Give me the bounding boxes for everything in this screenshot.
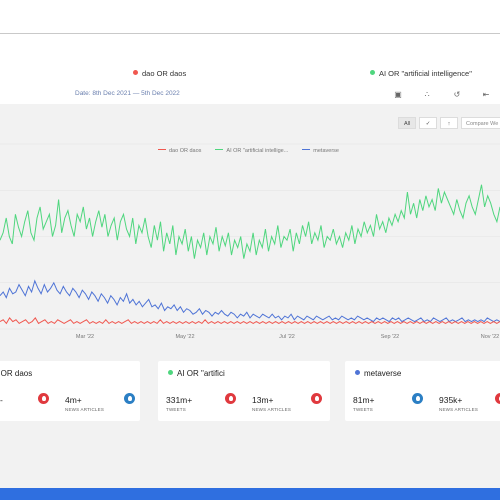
legend-ai-label: AI OR "artificial intellige... (226, 148, 289, 154)
x-tick-label: May '22 (175, 334, 194, 340)
legend-item-ai[interactable]: AI OR "artificial intellige... (215, 148, 288, 154)
chart-legend: dao OR daos AI OR "artificial intellige.… (158, 148, 339, 154)
legend-dao-label: dao OR daos (169, 148, 202, 154)
card-dao-title-text: o OR daos (0, 369, 33, 378)
term-dao-label: dao OR daos (142, 69, 187, 78)
card-metaverse[interactable]: metaverse 81m+ TWEETS 935k+ NEWS ARTICLE… (345, 361, 500, 421)
taskbar (0, 488, 500, 500)
card-dao-title: o OR daos (0, 369, 32, 378)
dao-line[interactable] (0, 317, 500, 325)
snowflake-icon (412, 393, 423, 404)
flame-icon (495, 393, 500, 404)
card-dao-stat-1-value: - (0, 395, 3, 405)
card-ai-stat-2-value: 13m+ (252, 395, 274, 405)
x-tick-label: Mar '22 (76, 334, 94, 340)
trend-chart[interactable]: Mar '22 May '22 Jul '22 Sep '22 Nov '22 (0, 104, 500, 349)
source-filters: All ✓ ↑ Compare We (398, 117, 500, 129)
card-metaverse-stat-2-value: 935k+ (439, 395, 463, 405)
share-icon[interactable]: ∴ (424, 90, 430, 99)
card-ai-dot (168, 370, 173, 375)
card-ai-title: AI OR "artifici (168, 369, 225, 378)
x-tick-label: Sep '22 (381, 334, 399, 340)
metaverse-line[interactable] (0, 279, 500, 323)
card-metaverse-stat-1-label: TWEETS (353, 407, 373, 412)
chart-grid (0, 143, 500, 330)
dao-color-dot (133, 70, 138, 75)
compare-dropdown[interactable]: Compare We (461, 117, 500, 129)
flame-icon (38, 393, 49, 404)
legend-swatch-dao (158, 148, 166, 150)
card-metaverse-title: metaverse (355, 369, 401, 378)
term-ai[interactable]: AI OR "artificial intelligence" (370, 69, 472, 78)
news-icon[interactable]: ↑ (440, 117, 458, 129)
legend-swatch-metaverse (302, 148, 311, 150)
card-metaverse-stat-1-value: 81m+ (353, 395, 375, 405)
twitter-icon[interactable]: ✓ (419, 117, 437, 129)
card-metaverse-dot (355, 370, 360, 375)
chart-panel: All ✓ ↑ Compare We dao OR daos AI OR "ar… (0, 104, 500, 349)
collapse-icon[interactable]: ⇤ (482, 90, 490, 99)
card-ai[interactable]: AI OR "artifici 331m+ TWEETS 13m+ NEWS A… (158, 361, 330, 421)
term-dao[interactable]: dao OR daos (133, 69, 186, 78)
chart-lines (0, 184, 500, 325)
download-icon[interactable]: ▣ (394, 90, 402, 99)
x-axis-ticks: Mar '22 May '22 Jul '22 Sep '22 Nov '22 (76, 334, 499, 340)
date-range[interactable]: Date: 8th Dec 2021 — 5th Dec 2022 (75, 90, 180, 97)
lower-panel (0, 430, 500, 488)
legend-metaverse-label: metaverse (313, 148, 339, 154)
card-metaverse-stat-2-label: NEWS ARTICLES (439, 407, 479, 412)
card-ai-stat-2-label: NEWS ARTICLES (252, 407, 292, 412)
filter-all-button[interactable]: All (398, 117, 416, 129)
term-ai-label: AI OR "artificial intelligence" (379, 69, 472, 78)
legend-swatch-ai (215, 148, 224, 150)
history-icon[interactable]: ↺ (453, 90, 461, 99)
browser-top-bar (0, 0, 500, 34)
card-dao-stat-2-value: 4m+ (65, 395, 82, 405)
x-tick-label: Jul '22 (279, 334, 295, 340)
ai-color-dot (370, 70, 375, 75)
flame-icon (225, 393, 236, 404)
card-ai-stat-1-label: TWEETS (166, 407, 186, 412)
stats-cards: o OR daos - 4m+ NEWS ARTICLES AI OR "art… (0, 349, 500, 430)
card-ai-title-text: AI OR "artifici (177, 369, 225, 378)
snowflake-icon (124, 393, 135, 404)
card-metaverse-title-text: metaverse (364, 369, 402, 378)
legend-item-metaverse[interactable]: metaverse (302, 148, 339, 154)
card-dao[interactable]: o OR daos - 4m+ NEWS ARTICLES (0, 361, 140, 421)
flame-icon (311, 393, 322, 404)
card-dao-stat-2-label: NEWS ARTICLES (65, 407, 105, 412)
ai-line[interactable] (0, 184, 500, 259)
x-tick-label: Nov '22 (481, 334, 499, 340)
legend-item-dao[interactable]: dao OR daos (158, 148, 201, 154)
card-ai-stat-1-value: 331m+ (166, 395, 193, 405)
search-terms-bar: dao OR daos AI OR "artificial intelligen… (0, 34, 500, 86)
chart-toolbar: Date: 8th Dec 2021 — 5th Dec 2022 ▣ ∴ ↺ … (0, 86, 500, 105)
